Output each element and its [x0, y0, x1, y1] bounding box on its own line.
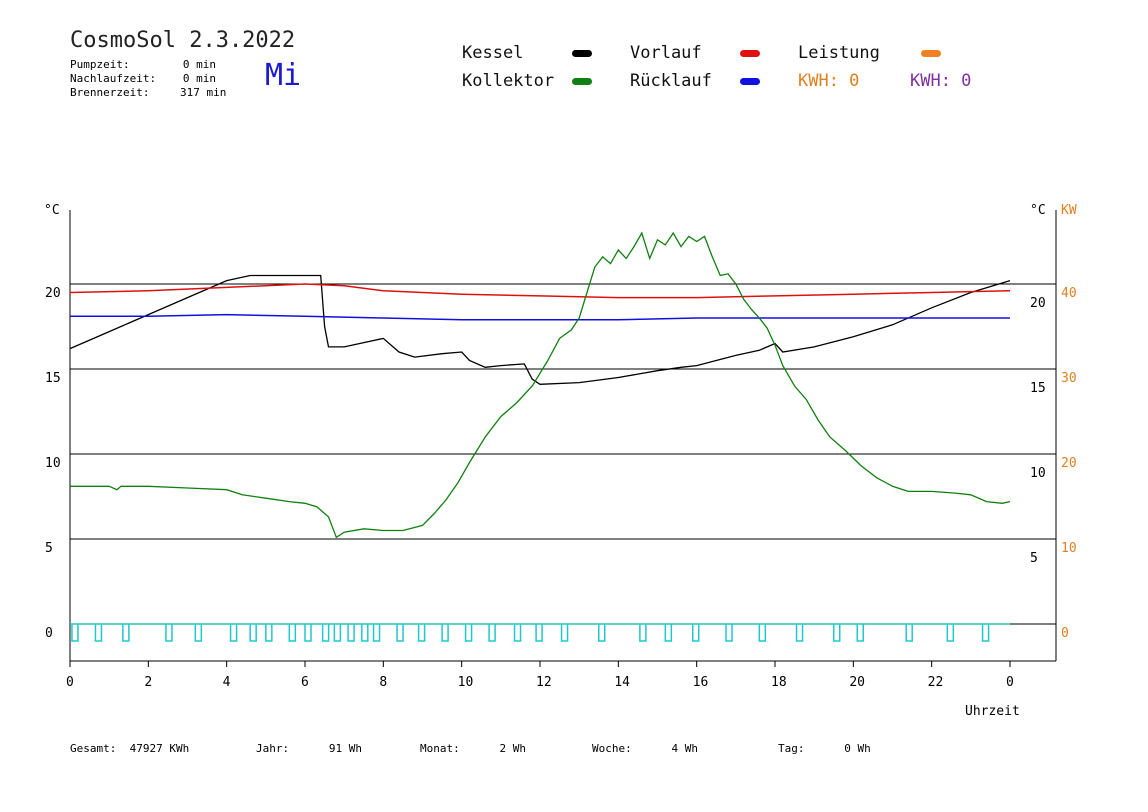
footer-gesamt: Gesamt: 47927 KWh — [70, 742, 190, 755]
legend-kollektor-label: Kollektor — [462, 71, 555, 91]
pump-pulse — [513, 624, 522, 642]
info-row-pumpzeit: Pumpzeit: 0 min — [70, 58, 216, 71]
y-tick-label-right: 10 — [1030, 466, 1046, 481]
pump-pulse — [946, 624, 955, 642]
pump-pulse — [692, 624, 700, 642]
legend-leistung-label: Leistung — [798, 43, 880, 63]
pump-pulse — [122, 624, 130, 642]
legend-ruecklauf-label: Rücklauf — [630, 71, 712, 91]
pump-pulse — [905, 624, 913, 642]
footer-monat: Monat: 2 Wh — [420, 742, 526, 755]
pump-pulse — [464, 624, 473, 642]
pump-pulse — [333, 624, 342, 642]
info-row-nachlaufzeit: Nachlaufzeit: 0 min — [70, 72, 216, 85]
pump-pulse — [795, 624, 804, 642]
kw-tick-label: 10 — [1061, 541, 1077, 556]
kw-tick-label: 40 — [1061, 286, 1077, 301]
pump-pulse — [441, 624, 449, 642]
legend-vorlauf-swatch — [740, 50, 760, 57]
kw-axis-unit: KW — [1061, 203, 1077, 218]
pump-pulse — [535, 624, 543, 642]
footer-jahr: Jahr: 91 Wh — [256, 742, 362, 755]
pump-pulse — [265, 624, 273, 642]
y-tick-label-left: 15 — [45, 371, 61, 386]
series-line-kessel — [69, 274, 1011, 385]
x-tick-label: 16 — [693, 675, 709, 690]
weekday-label: Mi — [265, 58, 302, 93]
pump-pulse — [833, 624, 841, 642]
pump-pulse — [488, 624, 496, 642]
pump-pulse — [288, 624, 297, 642]
x-tick-label: 0 — [66, 675, 74, 690]
kw-tick-label: 30 — [1061, 371, 1077, 386]
pump-pulse — [664, 624, 673, 642]
pump-pulse — [856, 624, 864, 642]
series-line-vorlauf — [69, 283, 1011, 299]
footer-tag: Tag: 0 Wh — [778, 742, 871, 755]
x-tick-label: 6 — [301, 675, 309, 690]
app-title: CosmoSol 2.3.2022 — [70, 28, 296, 53]
x-tick-label: 4 — [223, 675, 231, 690]
pump-pulse — [417, 624, 426, 642]
y-tick-label-left: 10 — [45, 456, 61, 471]
kwh-value-2: KWH: 0 — [910, 71, 972, 91]
x-axis-label: Uhrzeit — [965, 704, 1020, 719]
pump-pulse — [372, 624, 381, 642]
pump-pulse — [758, 624, 767, 642]
y-tick-label-left: 5 — [45, 541, 53, 556]
legend-kessel-swatch — [572, 50, 592, 57]
pump-pulse — [361, 624, 369, 642]
pump-pulse — [249, 624, 257, 642]
y-tick-label-left: 0 — [45, 626, 53, 641]
pump-pulse — [396, 624, 404, 642]
pump-pulse — [71, 624, 79, 642]
kw-tick-label: 20 — [1061, 456, 1077, 471]
footer-woche: Woche: 4 Wh — [592, 742, 698, 755]
legend-leistung-swatch — [921, 50, 941, 57]
y-tick-label-right: 20 — [1030, 296, 1046, 311]
x-tick-label: 18 — [771, 675, 787, 690]
y-axis-unit-left: °C — [44, 203, 60, 218]
pump-pulse — [229, 624, 238, 642]
legend-vorlauf-label: Vorlauf — [630, 43, 702, 63]
pump-pulse — [347, 624, 355, 642]
y-tick-label-right: 15 — [1030, 381, 1046, 396]
x-tick-label: 10 — [458, 675, 474, 690]
pump-pulse — [598, 624, 606, 642]
pump-pulse — [165, 624, 173, 642]
x-tick-label: 22 — [928, 675, 944, 690]
pump-pulse — [321, 624, 330, 642]
x-tick-label: 20 — [849, 675, 865, 690]
y-tick-label-left: 20 — [45, 286, 61, 301]
pump-pulse — [981, 624, 990, 642]
legend-kollektor-swatch — [572, 78, 592, 85]
pump-pulse — [560, 624, 569, 642]
kw-tick-label: 0 — [1061, 626, 1069, 641]
y-tick-label-right: 5 — [1030, 551, 1038, 566]
x-tick-label: 0 — [1006, 675, 1014, 690]
x-tick-label: 2 — [144, 675, 152, 690]
legend-ruecklauf-swatch — [740, 78, 760, 85]
x-tick-label: 12 — [536, 675, 552, 690]
pump-pulse — [304, 624, 312, 642]
pump-pulse — [639, 624, 647, 642]
series-line-kollektor — [70, 231, 1011, 539]
x-tick-label: 8 — [379, 675, 387, 690]
legend-kessel-label: Kessel — [462, 43, 524, 63]
x-tick-label: 14 — [614, 675, 630, 690]
pump-pulse — [194, 624, 203, 642]
pump-pulse — [725, 624, 733, 642]
kwh-value-1: KWH: 0 — [798, 71, 860, 91]
y-axis-unit-right: °C — [1030, 203, 1046, 218]
pump-pulse — [94, 624, 103, 642]
series-line-ruecklauf — [70, 313, 1010, 321]
